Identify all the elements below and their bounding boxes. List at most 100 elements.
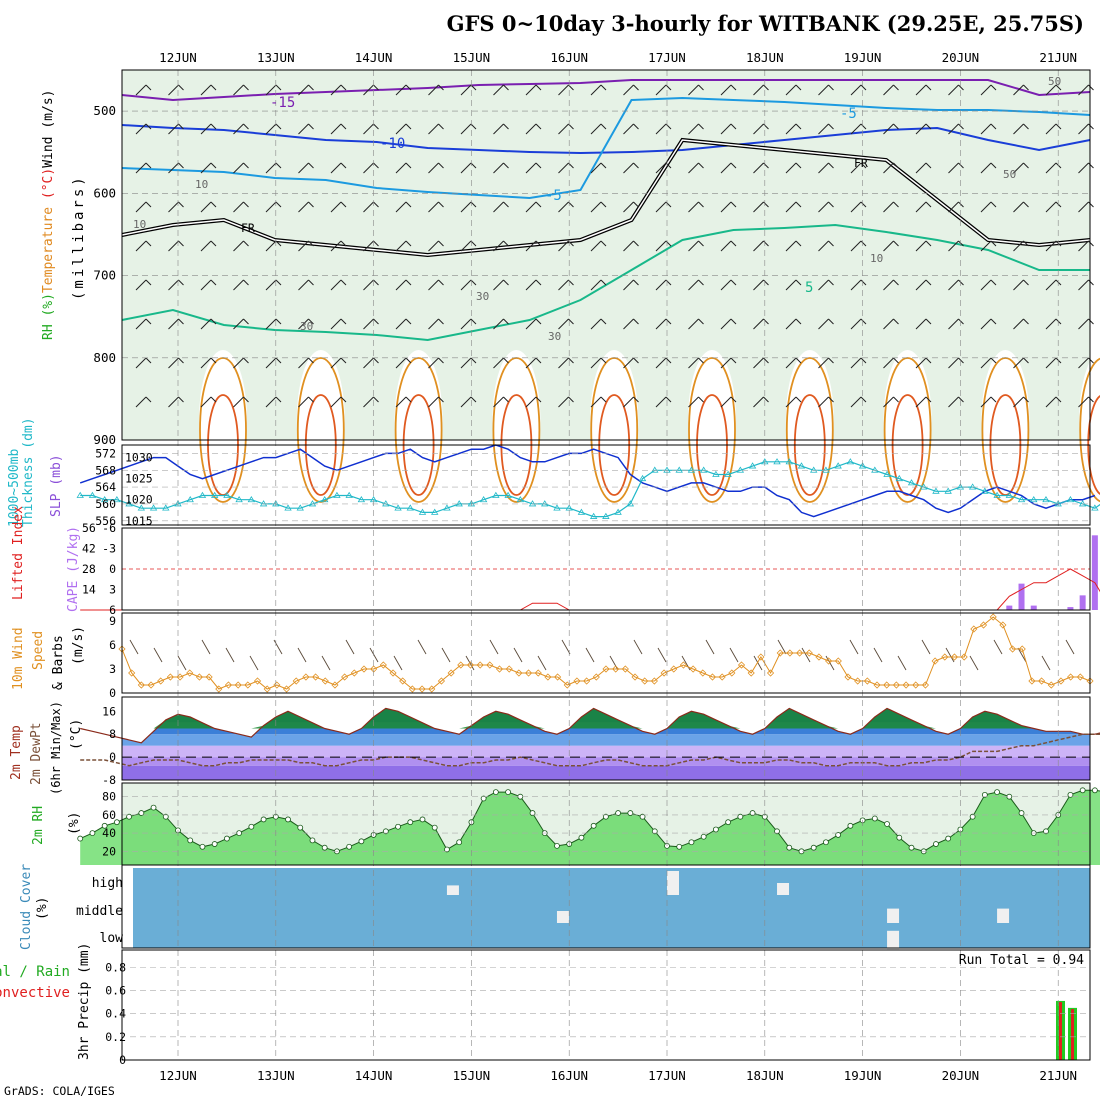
wind-barb <box>850 279 867 291</box>
wind-barb <box>1045 201 1062 213</box>
isotherm-minus10 <box>121 124 1091 155</box>
wind-barb <box>1078 357 1094 369</box>
wind-marker <box>873 681 881 689</box>
rh-marker <box>297 824 304 831</box>
rh-marker <box>554 842 560 849</box>
wind-barb <box>818 162 834 174</box>
wind-marker <box>708 673 717 681</box>
wind-barb <box>818 84 834 96</box>
wind-barb-10m <box>345 639 355 655</box>
wind-barb <box>135 201 152 213</box>
wind-barb <box>1045 240 1062 252</box>
wind-marker <box>650 677 658 685</box>
rh-marker <box>444 846 450 853</box>
thickness-tick: 564 <box>95 480 116 494</box>
wind-marker <box>137 681 145 689</box>
wind-barb <box>980 201 997 213</box>
wind-barb <box>1078 279 1094 291</box>
wind-barb <box>298 357 314 369</box>
wind-barb <box>168 396 184 408</box>
wind-barb <box>720 279 737 291</box>
rh-marker <box>908 844 915 851</box>
rh-marker <box>615 810 621 816</box>
wind-barb <box>233 357 249 369</box>
warm-air-pocket <box>199 350 247 490</box>
slp-tick: 1025 <box>125 472 153 486</box>
wind-barb <box>168 357 184 369</box>
wind-marker <box>1076 673 1084 681</box>
rh-contour-label: 10 <box>870 252 883 265</box>
thickness-marker <box>284 504 292 511</box>
wind-barb <box>395 123 412 135</box>
wind-barb <box>688 240 704 252</box>
wind-barb <box>1078 123 1094 135</box>
thickness-marker <box>162 504 170 511</box>
wind-barb <box>233 279 249 291</box>
rh-marker <box>138 810 145 816</box>
wind-marker <box>379 661 387 669</box>
rh-marker <box>676 843 683 850</box>
wind-marker <box>437 677 446 685</box>
wind-barb <box>460 201 477 213</box>
wind-barb <box>915 279 932 291</box>
wind-barb-10m <box>393 655 403 671</box>
wind-barb <box>688 162 704 174</box>
wind-marker <box>631 673 639 681</box>
wind-barb <box>753 84 769 96</box>
wind-marker <box>912 681 920 689</box>
wind-barb <box>233 84 249 96</box>
wind-barb-10m <box>225 647 235 663</box>
rh-tick: 80 <box>102 790 116 804</box>
wind-barb <box>1045 279 1062 291</box>
wind-barb <box>200 162 217 174</box>
wind-marker <box>660 669 668 677</box>
rh-marker <box>602 813 609 820</box>
rh-marker <box>786 844 793 851</box>
wind-barb-10m <box>249 655 259 671</box>
thickness-marker <box>1078 500 1087 507</box>
thickness-marker <box>149 504 158 511</box>
wind-barb <box>493 240 509 252</box>
slp-tick: 1030 <box>125 451 153 465</box>
thickness-marker <box>932 487 940 494</box>
wind-barb <box>590 123 607 135</box>
wind-barb <box>395 201 412 213</box>
wind-barb-10m <box>153 647 163 663</box>
isotherm-label: -5 <box>840 106 857 122</box>
thickness-marker <box>699 466 708 473</box>
grid-lines <box>121 69 1091 1061</box>
wind-barb <box>363 84 379 96</box>
wind-barb <box>493 162 509 174</box>
thickness-marker <box>1030 495 1038 503</box>
wind-barb <box>753 318 769 330</box>
wind-marker <box>834 657 842 665</box>
wind-marker <box>883 681 891 689</box>
thickness-marker <box>785 458 793 465</box>
wind-barb <box>1045 318 1062 330</box>
wind-marker <box>737 661 746 669</box>
thickness-marker <box>308 500 317 507</box>
wind-barb <box>883 357 899 369</box>
wind-barb-10m <box>801 647 811 663</box>
dewpt-ylabel: 2m DewPt <box>29 722 44 785</box>
precip-tick: 0.8 <box>105 960 126 974</box>
rh-marker <box>285 816 291 823</box>
thickness-marker <box>920 483 928 490</box>
wind-barb <box>558 396 574 408</box>
wind-barb <box>525 162 542 174</box>
wind-marker <box>815 653 823 661</box>
day-label-bottom: 19JUN <box>844 1068 882 1083</box>
day-label-bottom: 20JUN <box>942 1068 980 1083</box>
rh-marker <box>847 822 854 829</box>
wind-barb <box>525 201 542 213</box>
cloud-level-label: low <box>100 931 124 946</box>
wind-barb <box>460 279 477 291</box>
thickness-marker <box>492 491 500 498</box>
pressure-tick: 800 <box>93 350 116 365</box>
wind-barb <box>720 84 737 96</box>
wind-barb <box>298 84 314 96</box>
wind-barb <box>1078 318 1094 330</box>
wind-marker <box>689 665 697 673</box>
isotherm-label: -15 <box>270 95 295 111</box>
